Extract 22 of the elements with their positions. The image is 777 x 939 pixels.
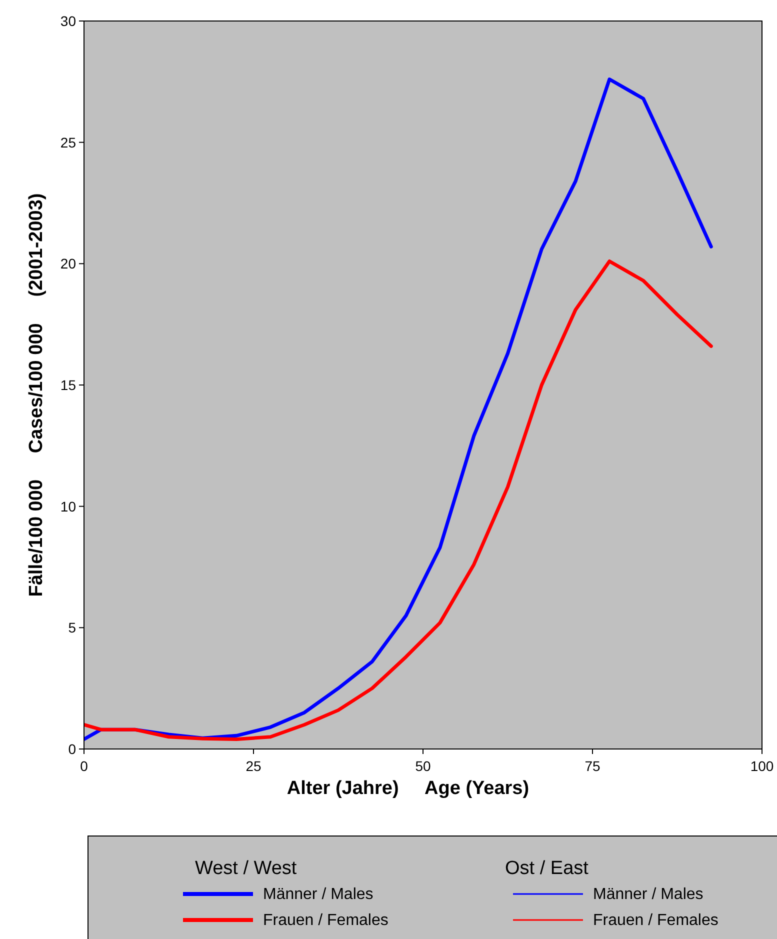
y-axis-title: Fälle/100 000 Cases/100 000 (2001-2003): [26, 193, 47, 597]
legend-label: Frauen / Females: [593, 912, 718, 929]
legend-label: Frauen / Females: [263, 912, 388, 929]
legend-label: Männer / Males: [263, 886, 374, 903]
x-tick-label: 50: [415, 758, 431, 774]
x-tick-label: 100: [750, 758, 774, 774]
x-axis-title: Alter (Jahre) Age (Years): [286, 778, 530, 799]
legend-label: Männer / Males: [593, 886, 704, 903]
text: Ost / East: [505, 858, 590, 879]
line-series: [84, 259, 713, 742]
x-tick-label: 75: [584, 758, 600, 774]
y-tick-label: 25: [60, 134, 76, 150]
y-tick-label: 30: [60, 13, 76, 29]
y-tick-label: 10: [60, 498, 76, 514]
x-tick-label: 0: [80, 758, 88, 774]
x-tick-label: 25: [246, 758, 262, 774]
y-tick-label: 20: [60, 256, 76, 272]
y-tick-label: 15: [60, 377, 76, 393]
line-series: [84, 77, 713, 742]
text: West / West: [195, 858, 298, 879]
y-tick-label: 0: [68, 741, 76, 757]
y-tick-label: 5: [68, 620, 76, 636]
